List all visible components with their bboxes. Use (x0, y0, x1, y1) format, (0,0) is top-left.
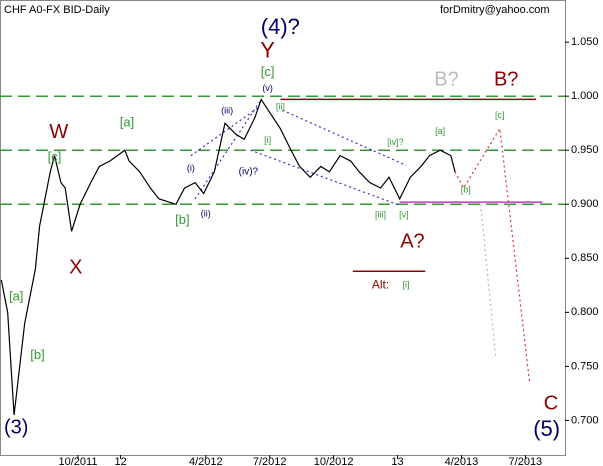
wave-label: C (544, 392, 558, 414)
x-tick-label: 10/2012 (314, 456, 354, 466)
x-tick-label: 4/2012 (189, 456, 223, 466)
wave-label: X (69, 256, 82, 278)
x-tick-label: 7/2013 (509, 456, 543, 466)
price-line (0, 98, 456, 416)
y-tick-label: 0.850 (571, 252, 599, 264)
wave-label: [b] (175, 212, 189, 227)
plot-area (0, 0, 566, 456)
wave-label: [c] (495, 110, 505, 120)
wave-label: [a] (9, 289, 23, 304)
wave-label: [b] (30, 347, 44, 362)
wave-label: [b] (461, 185, 471, 195)
y-tick-label: 0.950 (571, 144, 599, 156)
wave-label: (iii) (221, 106, 233, 116)
x-tick-label: 10/2011 (58, 456, 97, 466)
wave-label: [i] (264, 135, 271, 145)
wave-label: (3) (4, 416, 28, 438)
y-tick-label: 0.750 (571, 360, 599, 372)
wave-label: [a] (120, 115, 134, 130)
wave-label: (ii) (201, 208, 211, 218)
wave-label: B? (434, 68, 458, 90)
wave-label: [ii] (276, 101, 285, 111)
x-tick-label: 12 (114, 456, 126, 466)
wave-label: (i) (187, 163, 195, 173)
y-tick-label: 1.000 (571, 90, 599, 102)
wave-label: [iv]? (387, 137, 404, 147)
projection-line (190, 106, 260, 157)
wave-label: A? (400, 230, 424, 252)
y-tick-label: 0.800 (571, 306, 599, 318)
projection-line (454, 126, 531, 383)
wave-label: B? (494, 68, 518, 90)
x-tick-label: 13 (391, 456, 403, 466)
wave-label: Alt: (372, 277, 389, 291)
wave-label: W (49, 121, 68, 143)
wave-label: [a] (435, 126, 445, 136)
wave-label: Y (260, 38, 275, 63)
chart-subtitle: forDmitry@yahoo.com (440, 4, 550, 16)
wave-label: (5) (533, 416, 560, 441)
projection-line (250, 149, 400, 206)
x-tick-label: 4/2013 (445, 456, 479, 466)
y-tick-label: 0.900 (571, 198, 599, 210)
y-tick-label: 1.050 (571, 36, 599, 48)
chart-title: CHF A0-FX BID-Daily (4, 4, 110, 16)
wave-label: [c] (48, 149, 62, 164)
wave-label: (iv)? (239, 166, 259, 177)
wave-label: [iii] (375, 209, 386, 219)
projection-line (480, 204, 497, 356)
x-tick-label: 7/2012 (253, 456, 287, 466)
wave-label: [i] (403, 280, 410, 290)
wave-label: (4)? (261, 14, 300, 39)
wave-label: [v] (399, 209, 409, 219)
wave-label: (v) (262, 83, 273, 93)
wave-label: [c] (261, 64, 275, 79)
y-tick-label: 0.700 (571, 414, 599, 426)
